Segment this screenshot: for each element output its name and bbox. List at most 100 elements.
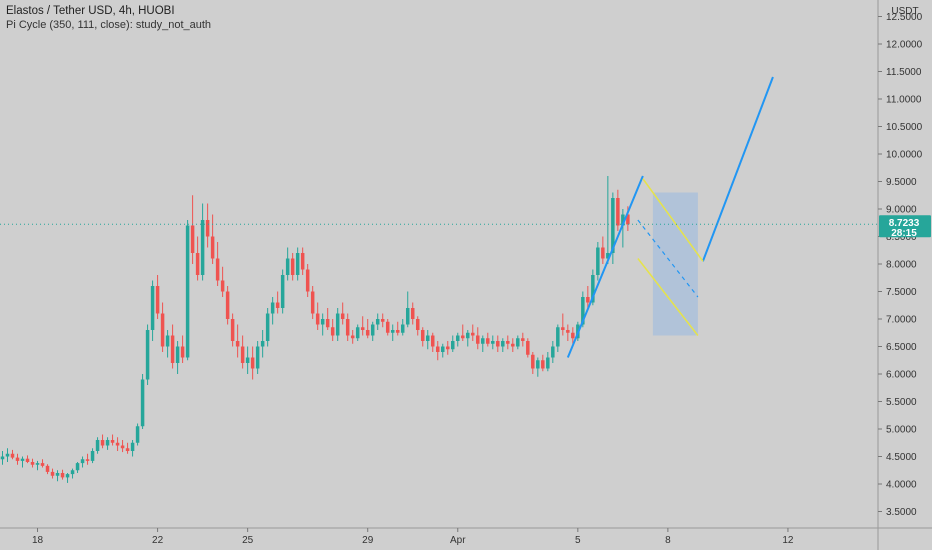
candle	[300, 247, 305, 275]
last-price-value: 8.7233	[889, 218, 920, 229]
candle	[606, 176, 610, 264]
candle	[165, 330, 170, 358]
candle	[471, 324, 475, 341]
candle	[185, 220, 190, 361]
candle	[125, 442, 130, 454]
candle	[285, 247, 290, 281]
candle-body	[195, 253, 200, 275]
candle	[250, 346, 255, 380]
candle	[5, 448, 10, 462]
projection-line[interactable]	[701, 76, 774, 262]
candle-body	[611, 198, 615, 253]
candle	[496, 335, 500, 352]
candle	[556, 324, 560, 352]
candle-body	[536, 360, 540, 369]
time-tick-label: 18	[32, 535, 44, 546]
candle-body	[370, 324, 375, 336]
candle-body	[556, 327, 560, 347]
candle	[586, 286, 590, 308]
time-tick-label: 25	[242, 535, 254, 546]
candle-body	[491, 341, 495, 344]
study-label: Pi Cycle (350, 111, close): study_not_au…	[6, 19, 212, 31]
candle-body	[430, 335, 435, 347]
candle-body	[125, 448, 130, 451]
candle	[145, 324, 150, 385]
candle	[420, 327, 425, 347]
candle-body	[300, 253, 305, 270]
candle-body	[476, 335, 480, 344]
candle-body	[521, 338, 525, 341]
price-tick-label: 7.0000	[886, 315, 917, 326]
candle	[140, 374, 145, 429]
candle-body	[230, 319, 235, 341]
candle	[55, 470, 60, 482]
candle-body	[285, 258, 290, 275]
candle	[245, 346, 250, 374]
candle-body	[606, 253, 610, 259]
last-price-badge-bg	[879, 215, 931, 238]
time-tick-label: 5	[575, 535, 581, 546]
candle	[230, 313, 235, 347]
price-tick-label: 11.0000	[886, 95, 922, 106]
candle-body	[55, 473, 60, 476]
candle	[330, 319, 335, 341]
candle	[501, 338, 505, 352]
candle-body	[390, 330, 395, 333]
candle-body	[501, 341, 505, 347]
candle	[521, 332, 525, 347]
candle-body	[235, 341, 240, 347]
candle-body	[516, 338, 520, 347]
candle	[0, 451, 5, 465]
price-axis[interactable]: 3.5000 4.0000 4.5000 5.0000 5.5000 6.0000 6.50…	[877, 0, 931, 550]
symbol-title: Elastos / Tether USD, 4h, HUOBI	[6, 5, 175, 17]
candle	[596, 242, 600, 281]
candle	[345, 313, 350, 341]
candle-body	[255, 346, 260, 369]
candle-body	[250, 357, 255, 369]
candle-body	[30, 462, 35, 465]
candle-body	[581, 297, 585, 325]
candle-body	[616, 198, 620, 226]
candle	[15, 453, 20, 465]
price-tick-label: 12.5000	[886, 12, 923, 23]
candle	[20, 456, 25, 468]
candle-body	[145, 330, 150, 380]
channel-bottom-line[interactable]	[637, 258, 699, 336]
candle-body	[70, 470, 75, 475]
candle-body	[105, 440, 110, 446]
candle-body	[561, 327, 565, 330]
candle-body	[546, 357, 550, 369]
candle-body	[481, 338, 485, 344]
impulse-line[interactable]	[566, 175, 644, 358]
price-tick-label: 11.5000	[886, 67, 922, 78]
candle	[476, 327, 480, 350]
candle-body	[626, 214, 630, 225]
candle-body	[375, 319, 380, 325]
candle	[95, 437, 100, 454]
candle	[511, 338, 515, 352]
candle-body	[435, 346, 440, 352]
candle-body	[75, 463, 80, 471]
candle	[621, 209, 625, 248]
candle-body	[35, 463, 40, 465]
candle	[170, 324, 175, 369]
candle	[385, 319, 390, 336]
channel-top-line[interactable]	[642, 178, 704, 262]
time-tick-label: 12	[782, 535, 794, 546]
candle	[415, 316, 420, 336]
time-axis[interactable]: 18 22 25 29 Apr 5 8 12	[0, 527, 932, 546]
candle	[430, 332, 435, 352]
candle	[486, 332, 490, 347]
candle	[205, 203, 210, 248]
candle-body	[461, 335, 465, 339]
candle-body	[50, 471, 55, 476]
candle	[350, 330, 355, 344]
channel-shading[interactable]	[652, 192, 698, 336]
time-tick-label: 8	[665, 535, 671, 546]
candle	[526, 338, 530, 358]
candle	[335, 308, 340, 341]
channel-mid-line[interactable]	[637, 219, 699, 298]
candle-body	[280, 275, 285, 308]
